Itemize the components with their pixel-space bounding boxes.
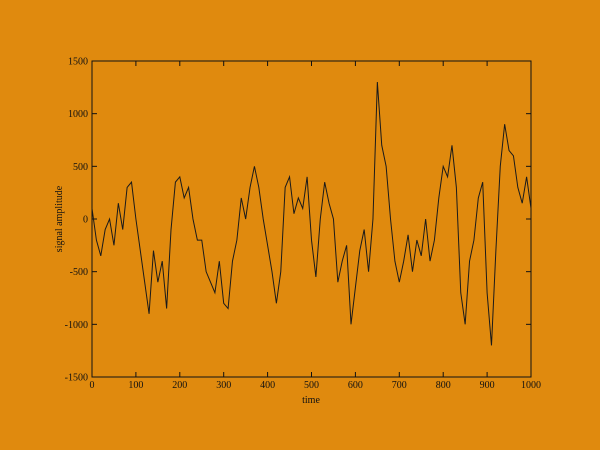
x-tick-label: 800 xyxy=(436,380,451,391)
y-tick-label: -1000 xyxy=(65,320,88,331)
x-tick-label: 500 xyxy=(304,380,319,391)
y-axis-label: signal amplitude xyxy=(54,185,65,252)
y-tick-label: 1500 xyxy=(68,57,88,68)
x-tick-label: 200 xyxy=(172,380,187,391)
x-tick-label: 100 xyxy=(128,380,143,391)
y-tick-label: 500 xyxy=(73,162,88,173)
x-axis-label: time xyxy=(302,395,320,406)
x-tick-label: 0 xyxy=(90,380,95,391)
signal-line xyxy=(91,82,532,346)
x-tick-label: 900 xyxy=(480,380,495,391)
y-tick-label: -1500 xyxy=(65,373,88,384)
x-tick-label: 1000 xyxy=(521,380,541,391)
x-tick-label: 700 xyxy=(392,380,407,391)
y-tick-label: -500 xyxy=(70,267,88,278)
x-tick-label: 600 xyxy=(348,380,363,391)
y-tick-label: 1000 xyxy=(68,109,88,120)
x-tick-label: 300 xyxy=(216,380,231,391)
y-tick-label: 0 xyxy=(83,215,88,226)
x-tick-label: 400 xyxy=(260,380,275,391)
